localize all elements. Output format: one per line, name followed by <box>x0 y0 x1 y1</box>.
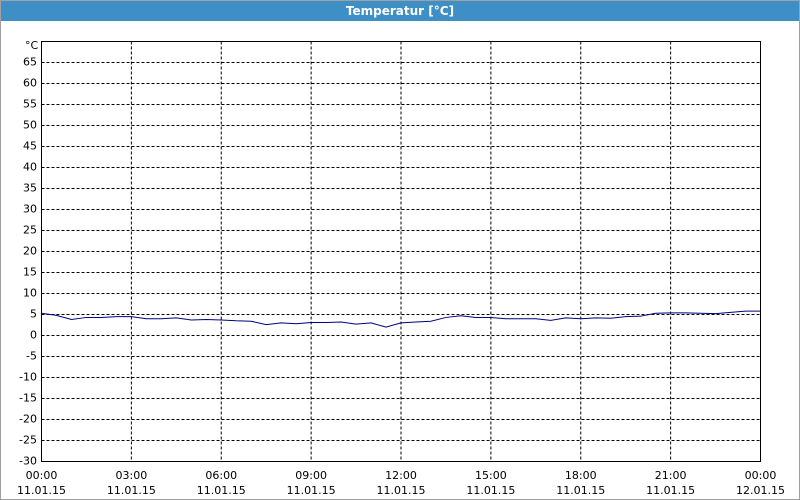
x-tick-date: 11.01.15 <box>287 484 336 497</box>
y-tick-label: 10 <box>23 287 37 300</box>
y-tick-label: 30 <box>23 203 37 216</box>
x-tick-label: 03:00 <box>116 469 148 482</box>
y-tick-label: 65 <box>23 56 37 69</box>
x-tick-label: 00:00 <box>745 469 777 482</box>
x-tick-date: 11.01.15 <box>107 484 156 497</box>
x-tick-label: 15:00 <box>475 469 507 482</box>
y-tick-label: -15 <box>19 392 37 405</box>
x-tick-date: 11.01.15 <box>646 484 695 497</box>
x-tick-label: 12:00 <box>385 469 417 482</box>
y-tick-label: 35 <box>23 182 37 195</box>
x-tick-label: 00:00 <box>26 469 58 482</box>
x-tick-label: 21:00 <box>655 469 687 482</box>
y-tick-label: 45 <box>23 140 37 153</box>
y-tick-label: 25 <box>23 224 37 237</box>
y-tick-label: 60 <box>23 77 37 90</box>
y-tick-label: -30 <box>19 455 37 468</box>
title-bar: Temperatur [°C] <box>1 1 799 21</box>
y-unit: °C <box>25 39 39 52</box>
x-tick-label: 06:00 <box>205 469 237 482</box>
y-tick-label: -5 <box>26 350 37 363</box>
x-tick-label: 09:00 <box>295 469 327 482</box>
y-tick-label: 50 <box>23 119 37 132</box>
y-tick-label: 20 <box>23 245 37 258</box>
y-tick-label: -10 <box>19 371 37 384</box>
data-line <box>41 310 761 328</box>
y-tick-label: 15 <box>23 266 37 279</box>
y-tick-label: 5 <box>30 308 37 321</box>
y-tick-label: 0 <box>30 329 37 342</box>
x-tick-date: 11.01.15 <box>377 484 426 497</box>
x-tick-date: 11.01.15 <box>556 484 605 497</box>
y-tick-label: -20 <box>19 413 37 426</box>
chart: °C -30 -25 -20 -15 -10 -5 0 5 10 15 20 25 30 35 40 45 50… <box>17 39 785 497</box>
y-tick-label: -25 <box>19 434 37 447</box>
y-tick-label: 40 <box>23 161 37 174</box>
x-tick-date: 11.01.15 <box>197 484 246 497</box>
y-tick-label: 55 <box>23 98 37 111</box>
x-tick-date: 11.01.15 <box>17 484 66 497</box>
x-tick-date: 12.01.15 <box>736 484 785 497</box>
x-tick-date: 11.01.15 <box>466 484 515 497</box>
x-tick-label: 18:00 <box>565 469 597 482</box>
